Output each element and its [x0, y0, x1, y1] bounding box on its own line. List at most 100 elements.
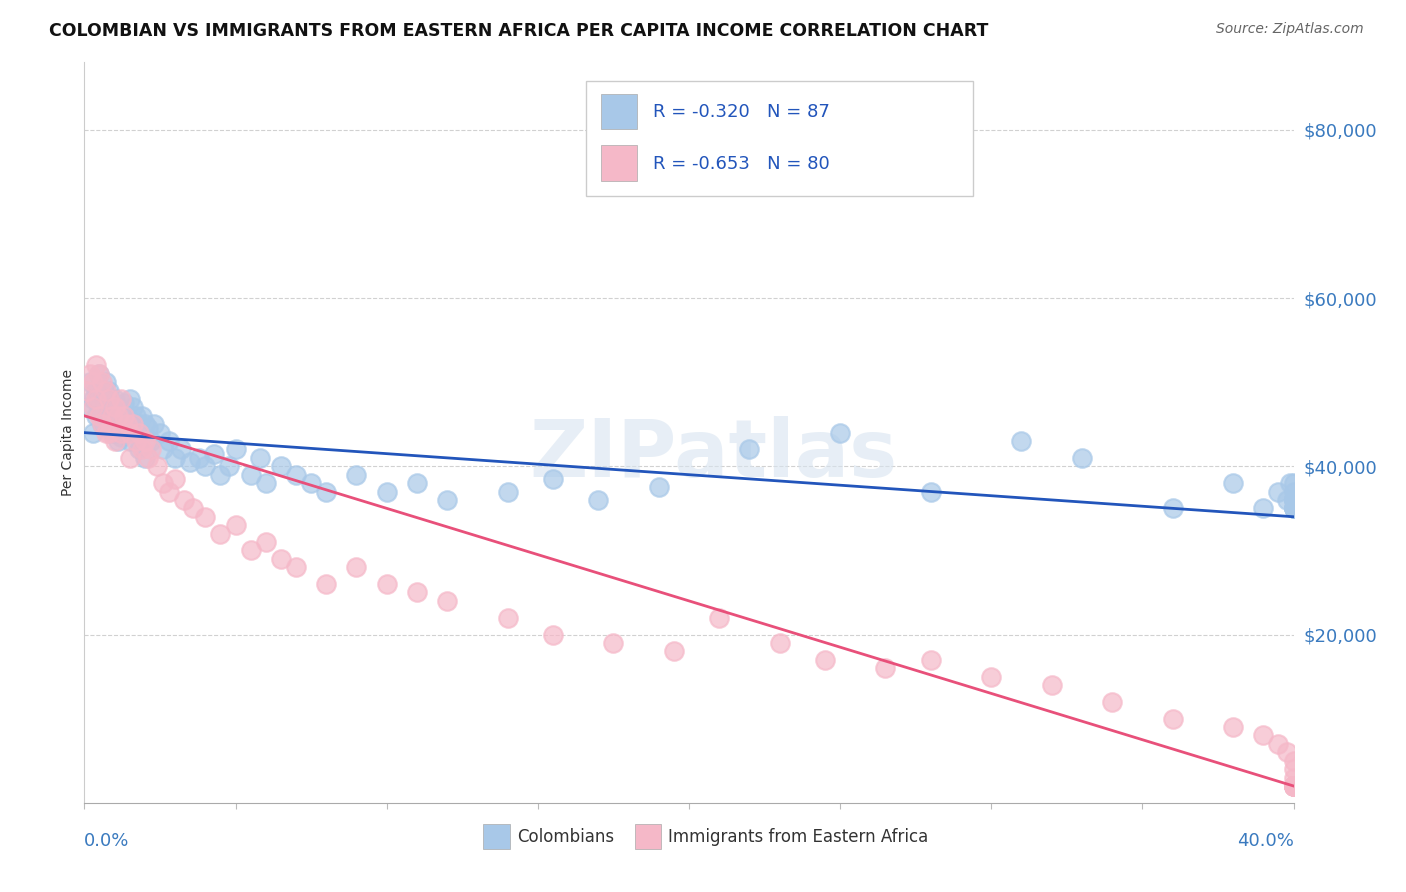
Point	[100, 409, 122, 423]
Point	[134, 434, 156, 448]
Point	[1282, 779, 1305, 793]
Point	[104, 425, 127, 440]
Point	[136, 421, 159, 435]
Point	[82, 425, 104, 440]
Point	[346, 560, 368, 574]
Point	[146, 459, 169, 474]
Point	[165, 450, 187, 465]
Point	[188, 450, 211, 465]
Point	[115, 409, 138, 423]
Point	[194, 509, 217, 524]
Point	[1267, 484, 1289, 499]
Point	[104, 434, 127, 448]
Point	[128, 425, 150, 440]
Point	[920, 484, 942, 499]
Point	[82, 401, 104, 415]
Point	[112, 396, 135, 410]
Point	[1282, 501, 1305, 516]
Point	[1282, 501, 1305, 516]
Point	[107, 401, 129, 415]
Point	[1282, 501, 1305, 516]
Point	[436, 594, 458, 608]
Point	[1282, 501, 1305, 516]
Point	[112, 425, 135, 440]
Point	[131, 409, 153, 423]
Point	[1282, 779, 1305, 793]
Point	[136, 450, 159, 465]
Point	[738, 442, 761, 457]
Point	[97, 392, 120, 406]
Point	[194, 459, 217, 474]
Text: R = -0.653   N = 80: R = -0.653 N = 80	[652, 155, 830, 173]
Point	[1282, 779, 1305, 793]
Point	[436, 492, 458, 507]
Point	[225, 442, 247, 457]
Text: Immigrants from Eastern Africa: Immigrants from Eastern Africa	[668, 828, 928, 846]
Point	[202, 447, 225, 461]
Point	[118, 425, 141, 440]
Point	[270, 551, 292, 566]
Point	[1282, 779, 1305, 793]
Point	[1161, 712, 1184, 726]
Point	[79, 375, 101, 389]
Point	[1282, 771, 1305, 785]
Point	[239, 543, 262, 558]
Point	[1282, 754, 1305, 768]
Point	[496, 610, 519, 624]
Point	[82, 375, 104, 389]
Point	[1282, 779, 1305, 793]
Point	[79, 367, 101, 381]
Point	[118, 392, 141, 406]
Point	[1011, 434, 1033, 448]
Point	[346, 467, 368, 482]
Point	[662, 644, 685, 658]
Text: COLOMBIAN VS IMMIGRANTS FROM EASTERN AFRICA PER CAPITA INCOME CORRELATION CHART: COLOMBIAN VS IMMIGRANTS FROM EASTERN AFR…	[49, 22, 988, 40]
Point	[1282, 501, 1305, 516]
Point	[648, 480, 671, 494]
Point	[375, 577, 398, 591]
Point	[91, 375, 114, 389]
Point	[1101, 695, 1123, 709]
Point	[1040, 678, 1063, 692]
Point	[104, 392, 127, 406]
Point	[285, 467, 308, 482]
Point	[139, 442, 162, 457]
Text: 40.0%: 40.0%	[1237, 832, 1294, 850]
Point	[1282, 779, 1305, 793]
Point	[173, 492, 195, 507]
Point	[179, 455, 201, 469]
Point	[110, 409, 132, 423]
Bar	[600, 145, 637, 181]
Point	[1279, 476, 1302, 491]
Point	[131, 442, 153, 457]
Text: Source: ZipAtlas.com: Source: ZipAtlas.com	[1216, 22, 1364, 37]
Point	[157, 434, 180, 448]
Text: Colombians: Colombians	[517, 828, 614, 846]
Point	[1161, 501, 1184, 516]
Point	[1222, 476, 1244, 491]
Point	[89, 367, 111, 381]
Point	[1282, 492, 1305, 507]
Point	[541, 627, 564, 641]
Point	[1282, 484, 1305, 499]
Point	[875, 661, 897, 675]
Point	[94, 425, 117, 440]
Point	[165, 472, 187, 486]
Point	[89, 409, 111, 423]
Bar	[600, 94, 637, 129]
Point	[94, 384, 117, 398]
Point	[97, 417, 120, 432]
Point	[139, 434, 162, 448]
Point	[769, 636, 792, 650]
Point	[1282, 779, 1305, 793]
Point	[1282, 779, 1305, 793]
Point	[110, 425, 132, 440]
Point	[1277, 745, 1299, 759]
Point	[299, 476, 322, 491]
Point	[181, 501, 204, 516]
Point	[1071, 450, 1094, 465]
Point	[1282, 492, 1305, 507]
Point	[1253, 501, 1275, 516]
Y-axis label: Per Capita Income: Per Capita Income	[62, 369, 76, 496]
Point	[1282, 779, 1305, 793]
